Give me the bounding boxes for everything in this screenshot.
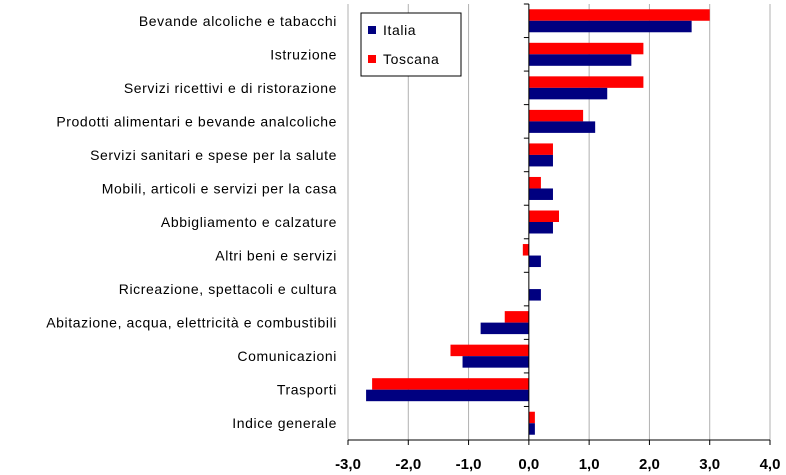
bar-italia bbox=[528, 154, 553, 167]
category-label: Trasporti bbox=[277, 382, 337, 398]
bar-italia bbox=[528, 188, 553, 200]
bar-italia bbox=[528, 20, 692, 33]
bar-italia bbox=[528, 423, 535, 435]
category-label: Abitazione, acqua, elettricità e combust… bbox=[46, 315, 337, 331]
legend-swatch-toscana bbox=[368, 55, 376, 63]
legend-label-italia: Italia bbox=[383, 22, 416, 38]
category-label: Altri beni e servizi bbox=[215, 248, 337, 264]
bar-toscana bbox=[528, 42, 644, 55]
x-tick-label: 0,0 bbox=[518, 456, 539, 473]
category-label: Comunicazioni bbox=[237, 348, 337, 364]
axes bbox=[347, 3, 771, 445]
legend-swatch-italia bbox=[368, 26, 376, 34]
bar-italia bbox=[366, 389, 529, 402]
bar-italia bbox=[528, 289, 541, 301]
x-tick-label: 2,0 bbox=[639, 456, 660, 473]
category-labels: Bevande alcoliche e tabacchi Istruzione Se… bbox=[46, 13, 337, 431]
bar-toscana bbox=[528, 76, 644, 88]
bar-toscana bbox=[372, 378, 529, 390]
category-label: Bevande alcoliche e tabacchi bbox=[139, 13, 337, 29]
category-label: Indice generale bbox=[232, 415, 337, 431]
category-label: Servizi sanitari e spese per la salute bbox=[90, 147, 337, 163]
bar-toscana bbox=[528, 109, 584, 122]
bar-italia bbox=[528, 121, 596, 133]
x-tick-label: -3,0 bbox=[335, 456, 361, 473]
bar-italia bbox=[528, 255, 541, 268]
category-label: Ricreazione, spettacoli e cultura bbox=[119, 281, 337, 297]
bar-italia bbox=[462, 356, 529, 368]
x-tick-label: 4,0 bbox=[760, 456, 781, 473]
legend-label-toscana: Toscana bbox=[383, 51, 439, 67]
legend-box bbox=[360, 12, 462, 77]
legend: Italia Toscana bbox=[360, 12, 462, 77]
bar-toscana bbox=[528, 176, 541, 189]
bar-toscana bbox=[450, 344, 529, 357]
category-label: Abbigliamento e calzature bbox=[161, 214, 337, 230]
x-tick-label: 3,0 bbox=[699, 456, 720, 473]
bar-italia bbox=[528, 222, 553, 234]
bar-italia bbox=[528, 54, 632, 66]
bar-toscana bbox=[528, 411, 535, 424]
bar-toscana bbox=[528, 143, 553, 155]
bars bbox=[366, 9, 710, 435]
bar-toscana bbox=[504, 311, 529, 323]
category-label: Servizi ricettivi e di ristorazione bbox=[124, 80, 337, 96]
bar-italia bbox=[528, 87, 608, 100]
bar-toscana bbox=[528, 9, 710, 21]
bar-italia bbox=[480, 322, 529, 335]
x-tick-label: -1,0 bbox=[456, 456, 482, 473]
bar-toscana bbox=[522, 244, 529, 256]
category-label: Prodotti alimentari e bevande analcolich… bbox=[56, 113, 337, 129]
category-label: Istruzione bbox=[270, 46, 337, 62]
x-tick-label: -2,0 bbox=[395, 456, 421, 473]
x-tick-label: 1,0 bbox=[579, 456, 600, 473]
tick-labels: -3,0 -2,0 -1,0 0,0 1,0 2,0 3,0 4,0 bbox=[335, 456, 780, 473]
bar-toscana bbox=[528, 210, 559, 222]
category-label: Mobili, articoli e servizi per la casa bbox=[102, 180, 337, 196]
